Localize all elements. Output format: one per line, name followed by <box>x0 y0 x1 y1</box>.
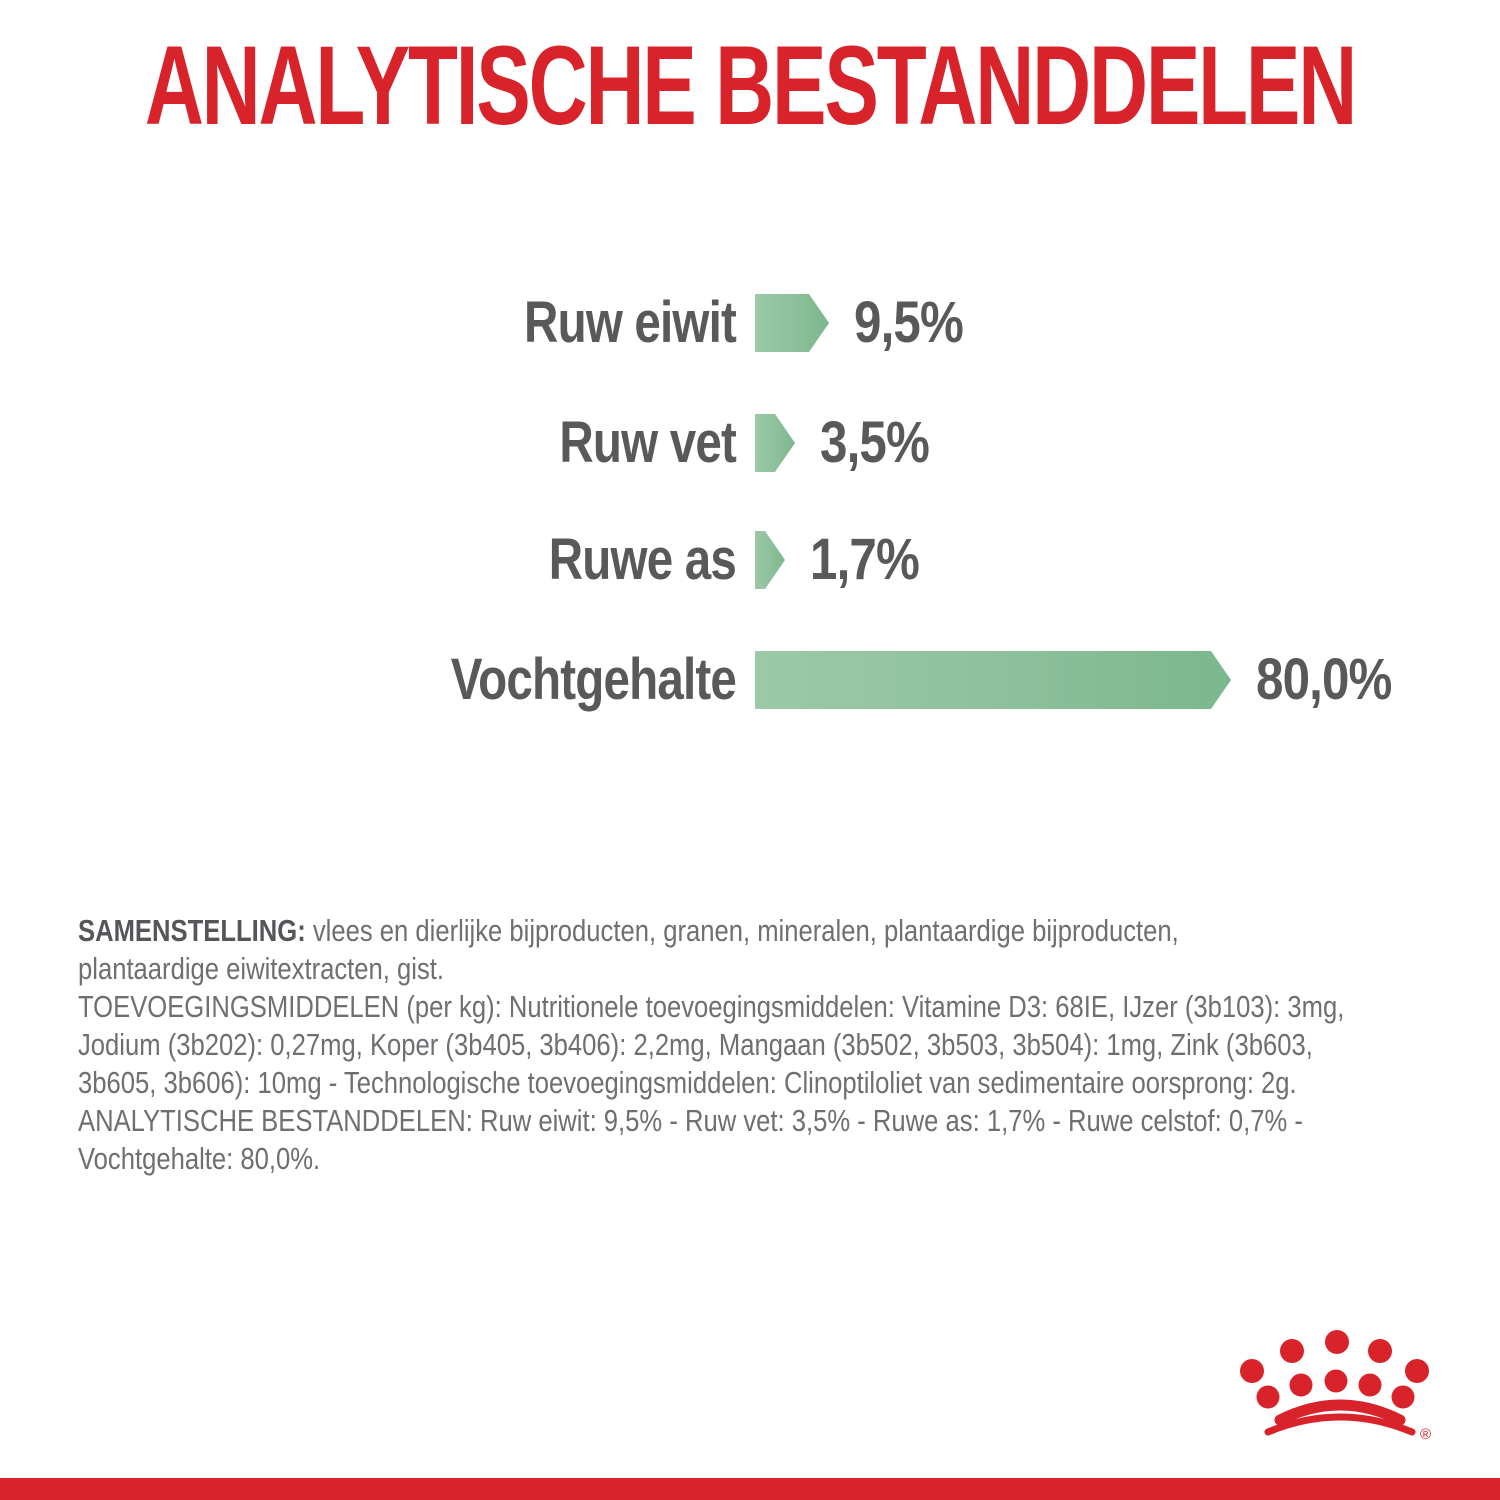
page-title-text: ANALYTISCHE BESTANDDELEN <box>144 23 1357 148</box>
royal-canin-crown-icon: ® <box>1240 1330 1431 1443</box>
row-value: 80,0% <box>1256 647 1392 712</box>
row-bar-arrow <box>755 414 795 472</box>
row-value: 3,5% <box>820 410 930 475</box>
row-bar-arrow <box>755 531 785 589</box>
row-value: 1,7% <box>810 527 920 592</box>
chart-row-ruw-eiwit: Ruw eiwit 9,5% <box>0 294 1500 352</box>
row-bar-arrow <box>755 294 829 352</box>
composition-line: plantaardige eiwitextracten, gist. <box>78 952 445 986</box>
row-value: 9,5% <box>854 290 964 355</box>
composition-heading: SAMENSTELLING: <box>78 914 306 948</box>
composition-line: ANALYTISCHE BESTANDDELEN: Ruw eiwit: 9,5… <box>78 1104 1303 1138</box>
chart-row-ruw-vet: Ruw vet 3,5% <box>0 414 1500 472</box>
composition-line: SAMENSTELLING: vlees en dierlijke bijpro… <box>78 912 1254 950</box>
row-label: Ruw vet <box>559 410 736 475</box>
registered-mark: ® <box>1420 1426 1431 1443</box>
composition-line: Jodium (3b202): 0,27mg, Koper (3b405, 3b… <box>78 1028 1313 1062</box>
chart-row-ruwe-as: Ruwe as 1,7% <box>0 531 1500 589</box>
composition-text-block: SAMENSTELLING: vlees en dierlijke bijpro… <box>78 912 1478 1178</box>
composition-line: 3b605, 3b606): 10mg - Technologische toe… <box>78 1066 1297 1100</box>
footer-red-bar <box>0 1478 1500 1500</box>
page-title: ANALYTISCHE BESTANDDELEN <box>0 30 1500 150</box>
chart-row-vochtgehalte: Vochtgehalte 80,0% <box>0 651 1500 709</box>
row-label: Ruwe as <box>548 527 737 592</box>
composition-line: TOEVOEGINGSMIDDELEN (per kg): Nutritione… <box>78 990 1345 1024</box>
row-label: Ruw eiwit <box>524 290 737 355</box>
analytical-constituents-chart: Ruw eiwit 9,5% Ruw vet 3,5% Ruwe as 1,7%… <box>0 294 1500 760</box>
row-bar-arrow <box>755 651 1231 709</box>
composition-line: Vochtgehalte: 80,0%. <box>78 1142 321 1176</box>
row-label: Vochtgehalte <box>450 647 737 712</box>
composition-line-text: vlees en dierlijke bijproducten, granen,… <box>312 914 1179 948</box>
